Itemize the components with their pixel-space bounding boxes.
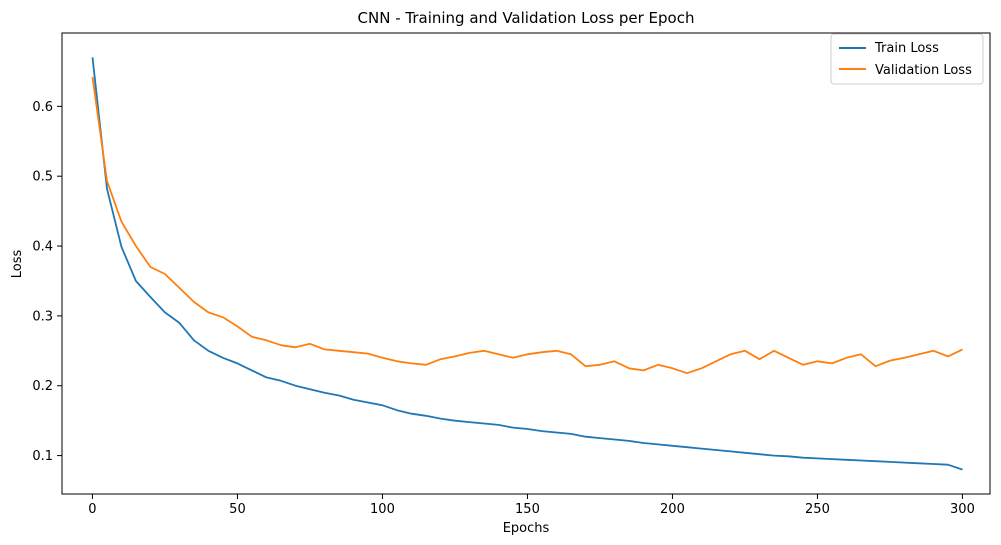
plot-area [91, 57, 963, 471]
x-tick-label: 100 [370, 502, 395, 517]
x-tick-label: 0 [88, 502, 96, 517]
y-tick-label: 0.4 [32, 240, 53, 255]
axes: 0 50 100 150 200 250 300 0.1 0.2 0.3 0.4 0.5 0.6 [32, 32, 991, 517]
x-tick-label: 150 [515, 502, 540, 517]
series-line-train-loss [91, 57, 963, 471]
y-axis-title: Loss [10, 250, 25, 279]
legend-label-validation-loss: Validation Loss [875, 63, 972, 78]
plot-frame [61, 32, 991, 495]
y-tick-label: 0.3 [32, 309, 53, 324]
x-tick-label: 250 [805, 502, 830, 517]
x-tick-label: 50 [229, 502, 246, 517]
legend-label-train-loss: Train Loss [874, 41, 939, 56]
series-line-validation-loss [91, 76, 963, 375]
y-tick-label: 0.6 [32, 100, 53, 115]
legend-box [830, 33, 984, 85]
x-axis-title: Epochs [503, 521, 550, 536]
y-tick-label: 0.2 [32, 379, 53, 394]
x-tick-label: 300 [950, 502, 975, 517]
y-tick-label: 0.1 [32, 449, 53, 464]
chart-title: CNN - Training and Validation Loss per E… [358, 9, 695, 27]
x-tick-label: 200 [660, 502, 685, 517]
y-tick-label: 0.5 [32, 170, 53, 185]
legend: Train Loss Validation Loss [830, 33, 984, 85]
